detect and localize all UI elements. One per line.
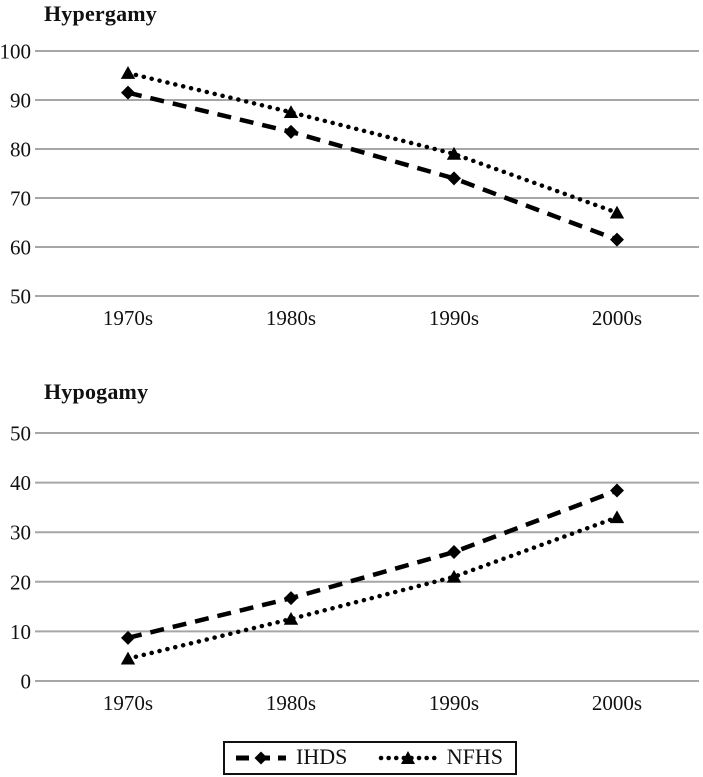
ihds-diamond-marker: [447, 171, 461, 186]
x-tick-label: 2000s: [592, 306, 642, 330]
x-tick-label: 1970s: [103, 691, 153, 715]
x-tick-label: 1990s: [429, 691, 479, 715]
nfhs-triangle-marker: [120, 651, 136, 665]
legend-label-nfhs: NFHS: [446, 744, 503, 769]
ihds-dashed-line-icon: [236, 751, 286, 765]
nfhs-triangle-marker: [120, 66, 136, 79]
nfhs-triangle-marker: [446, 146, 462, 160]
ihds-diamond-marker: [284, 124, 298, 139]
x-tick-label: 1980s: [266, 306, 316, 330]
y-tick-label: 50: [10, 285, 31, 309]
y-tick-label: 10: [10, 620, 31, 644]
x-tick-label: 1980s: [266, 691, 316, 715]
ihds-diamond-marker: [284, 591, 298, 606]
x-tick-label: 2000s: [592, 691, 642, 715]
x-tick-label: 1970s: [103, 306, 153, 330]
nfhs-triangle-marker: [283, 105, 299, 119]
nfhs-triangle-marker: [283, 612, 299, 625]
y-tick-label: 50: [10, 422, 31, 446]
y-tick-label: 70: [10, 187, 31, 211]
x-tick-label: 1990s: [429, 306, 479, 330]
hypogamy-plot: 50 40 30 20 10 0 1970s 1980s 1990s 2000s: [10, 422, 699, 715]
hypogamy-chart-title: Hypogamy: [44, 379, 149, 404]
y-tick-label: 80: [10, 138, 31, 162]
nfhs-triangle-marker: [609, 205, 625, 219]
nfhs-series-line: [125, 515, 620, 661]
y-tick-label: 90: [10, 89, 31, 113]
y-tick-label: 20: [10, 570, 31, 594]
ihds-series-line: [127, 488, 618, 641]
hypergamy-plot: 100 90 80 70 60 50 1970s 1980s 1990s 2000s: [0, 40, 699, 330]
nfhs-dotted-line-icon: [378, 751, 437, 764]
legend: IHDS NFHS: [223, 741, 517, 775]
nfhs-triangle-marker: [609, 510, 625, 524]
legend-item-ihds: IHDS: [235, 746, 347, 770]
y-tick-label: 0: [21, 670, 32, 694]
y-tick-label: 40: [10, 471, 31, 495]
nfhs-series-line: [125, 70, 620, 215]
ihds-diamond-marker: [610, 232, 624, 247]
y-tick-label: 30: [10, 521, 31, 545]
legend-label-ihds: IHDS: [296, 744, 348, 769]
y-tick-label: 60: [10, 236, 31, 260]
ihds-diamond-marker: [447, 545, 461, 560]
hypergamy-chart-title: Hypergamy: [44, 1, 158, 26]
ihds-diamond-marker: [121, 630, 135, 645]
ihds-diamond-marker: [610, 483, 624, 498]
ihds-diamond-marker: [121, 85, 135, 100]
ihds-series-line: [127, 90, 618, 242]
y-tick-label: 100: [0, 40, 31, 64]
nfhs-triangle-marker: [446, 569, 462, 583]
legend-item-nfhs: NFHS: [378, 746, 503, 770]
